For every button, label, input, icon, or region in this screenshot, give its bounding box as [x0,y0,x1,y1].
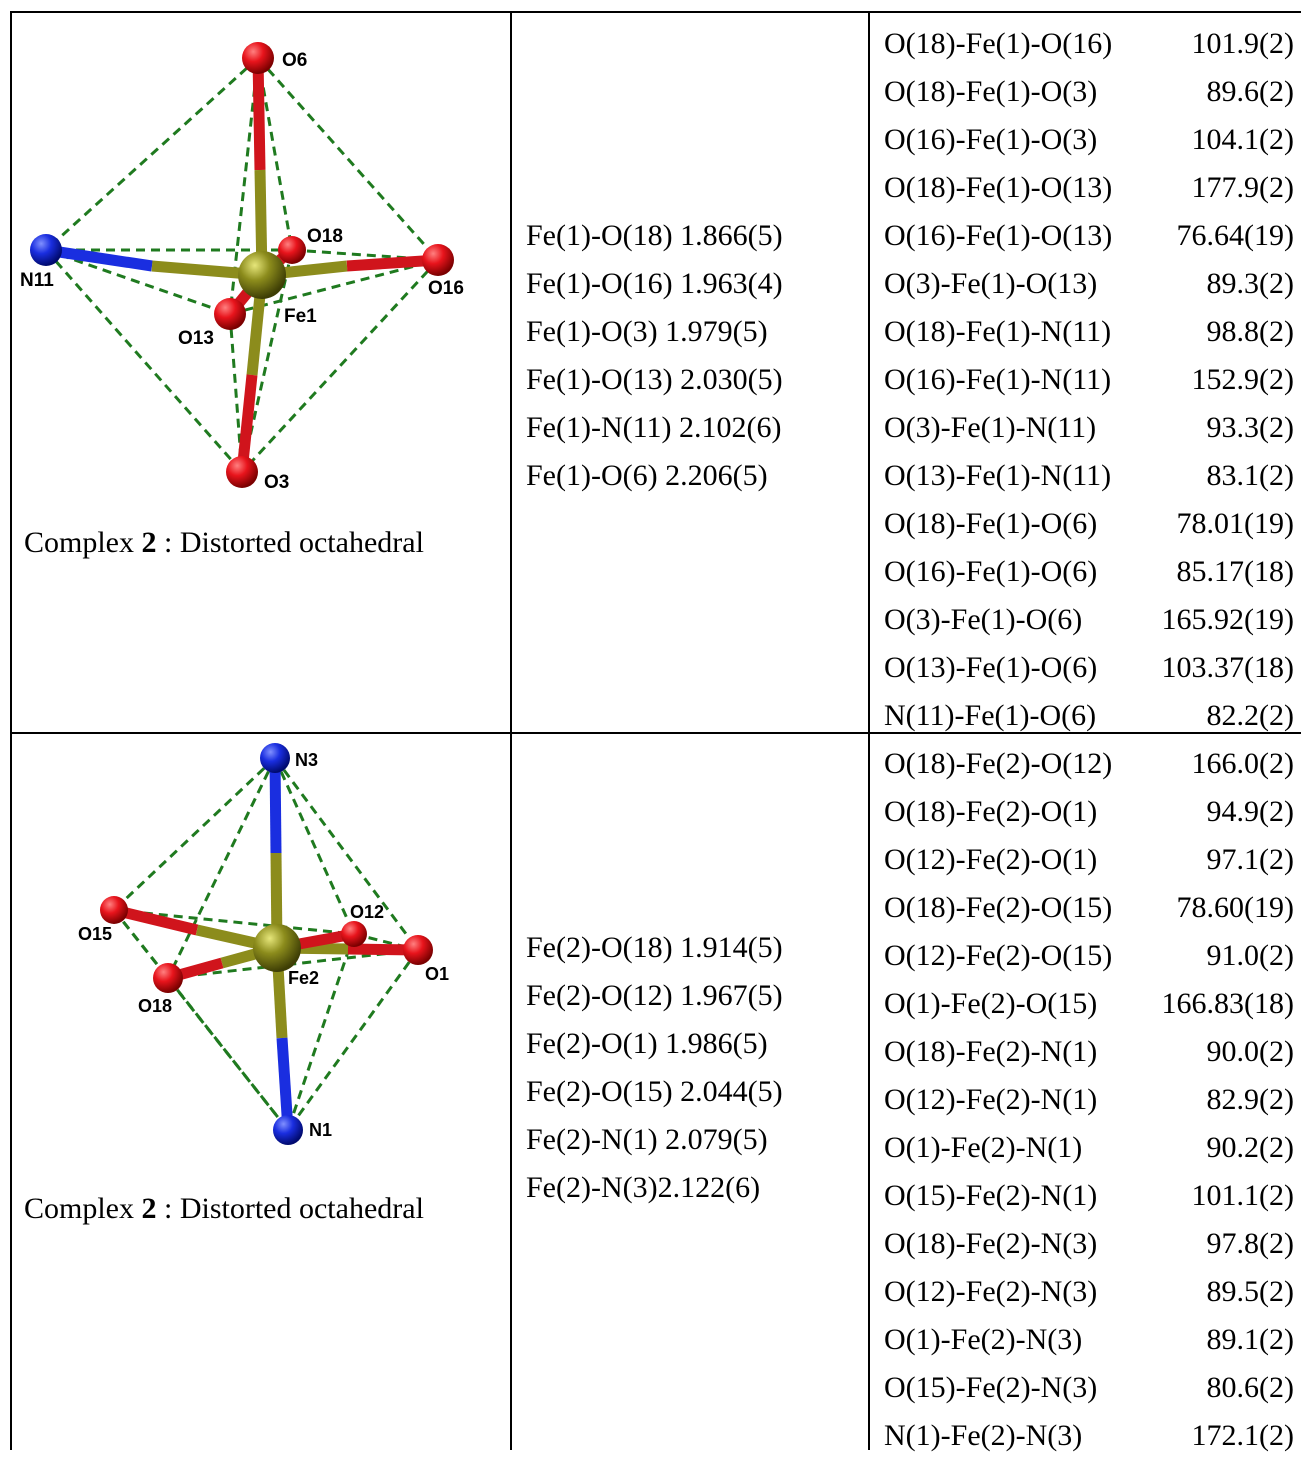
table-col-divider-2 [868,11,870,1450]
atom-label: O12 [350,902,384,922]
bond-length: Fe(1)-O(13) 2.030(5) [526,363,783,396]
angle-row: O(18)-Fe(2)-N(1) 90.0(2) [884,1035,1294,1068]
table-left-border [10,11,12,1450]
fe2-o18-atom [153,963,183,993]
bond-length: Fe(1)-O(18) 1.866(5) [526,219,783,252]
fe2-o15-atom [100,896,128,924]
angle-row: O(12)-Fe(2)-O(15) 91.0(2) [884,939,1294,972]
atom-label: N11 [20,270,54,291]
bond-length: Fe(1)-O(16) 1.963(4) [526,267,783,300]
atom-label: O6 [282,50,307,71]
angle-row: O(18)-Fe(1)-O(3) 89.6(2) [884,75,1294,108]
angle-row: O(3)-Fe(1)-N(11) 93.3(2) [884,411,1294,444]
angle-row: O(12)-Fe(2)-O(1) 97.1(2) [884,843,1294,876]
angle-row: O(16)-Fe(1)-O(6) 85.17(18) [884,555,1294,588]
fe1-o18-atom [278,236,306,264]
bond-length: Fe(2)-O(1) 1.986(5) [526,1027,768,1060]
angle-row: O(1)-Fe(2)-N(1) 90.2(2) [884,1131,1294,1164]
angle-row: O(13)-Fe(1)-O(6) 103.37(18) [884,651,1294,684]
bond-length-list: Fe(1)-O(18) 1.866(5) Fe(1)-O(16) 1.963(4… [526,212,783,500]
angle-row: O(1)-Fe(2)-N(3) 89.1(2) [884,1323,1294,1356]
fe2-fe-atom [253,924,301,972]
fe2-o12-atom [341,921,367,947]
atom-label: O18 [307,226,343,247]
angle-row: O(3)-Fe(1)-O(13) 89.3(2) [884,267,1294,300]
angle-row: O(18)-Fe(1)-O(16) 101.9(2) [884,27,1294,60]
bond-length: Fe(2)-N(1) 2.079(5) [526,1123,768,1156]
fe1-o13-atom [214,298,246,330]
atom-label: Fe1 [284,306,317,327]
atom-label: O16 [428,278,464,299]
complex-caption: Complex 2 : Distorted octahedral [24,526,424,559]
atom-label: N1 [309,1120,332,1140]
fe2-n3-atom [260,743,290,773]
angle-row: O(18)-Fe(2)-O(1) 94.9(2) [884,795,1294,828]
angle-row: O(12)-Fe(2)-N(1) 82.9(2) [884,1083,1294,1116]
angle-row: O(18)-Fe(2)-N(3) 97.8(2) [884,1227,1294,1260]
fe1-fe-atom [238,251,286,299]
angle-row: N(1)-Fe(2)-N(3) 172.1(2) [884,1419,1294,1452]
angle-row: O(15)-Fe(2)-N(1) 101.1(2) [884,1179,1294,1212]
fe1-octahedron-diagram: O6 N11 O16 O13 O18 O3 Fe1 [20,42,464,493]
bond-length: Fe(2)-O(18) 1.914(5) [526,931,783,964]
bond-angle-list: O(18)-Fe(2)-O(12) 166.0(2) O(18)-Fe(2)-O(… [871,740,1294,1460]
fe1-o3-atom [226,456,258,488]
angle-row: O(1)-Fe(2)-O(15) 166.83(18) [884,987,1294,1020]
bond-length-list: Fe(2)-O(18) 1.914(5) Fe(2)-O(12) 1.967(5… [526,924,783,1212]
table-top-border [10,11,1301,13]
angle-row: O(12)-Fe(2)-N(3) 89.5(2) [884,1275,1294,1308]
bond-length: Fe(1)-O(3) 1.979(5) [526,315,768,348]
angle-row: O(16)-Fe(1)-N(11) 152.9(2) [884,363,1294,396]
bond-length: Fe(1)-N(11) 2.102(6) [526,411,782,444]
bond-length: Fe(2)-O(12) 1.967(5) [526,979,783,1012]
fe2-octahedron-diagram: N3 O15 O1 O18 O12 N1 Fe2 [78,743,449,1145]
fe1-n11-atom [30,234,62,266]
angle-row: O(18)-Fe(2)-O(12) 166.0(2) [884,747,1294,780]
bond-angle-list: O(18)-Fe(1)-O(16) 101.9(2) O(18)-Fe(1)-O(… [871,20,1294,740]
angle-row: O(16)-Fe(1)-O(3) 104.1(2) [884,123,1294,156]
fe1-o6-atom [242,42,274,74]
angle-row: N(11)-Fe(1)-O(6) 82.2(2) [884,699,1294,732]
atom-label: O13 [178,328,214,349]
angle-row: O(16)-Fe(1)-O(13) 76.64(19) [884,219,1294,252]
angle-row: O(18)-Fe(2)-O(15) 78.60(19) [884,891,1294,924]
atom-label: Fe2 [288,968,319,988]
fe1-o16-atom [422,244,454,276]
angle-row: O(18)-Fe(1)-O(6) 78.01(19) [884,507,1294,540]
table-row-divider [10,732,1301,734]
bond-length: Fe(2)-N(3)2.122(6) [526,1171,761,1204]
atom-label: O18 [138,996,172,1016]
atom-label: O1 [425,964,449,984]
angle-row: O(18)-Fe(1)-O(13) 177.9(2) [884,171,1294,204]
angle-row: O(15)-Fe(2)-N(3) 80.6(2) [884,1371,1294,1404]
fe2-o1-atom [403,935,433,965]
bond-length: Fe(1)-O(6) 2.206(5) [526,459,768,492]
table-col-divider-1 [510,11,512,1450]
complex-caption: Complex 2 : Distorted octahedral [24,1192,424,1225]
angle-row: O(3)-Fe(1)-O(6) 165.92(19) [884,603,1294,636]
angle-row: O(18)-Fe(1)-N(11) 98.8(2) [884,315,1294,348]
fe2-n1-atom [273,1115,303,1145]
atom-label: O15 [78,924,112,944]
atom-label: N3 [295,750,318,770]
bond-length: Fe(2)-O(15) 2.044(5) [526,1075,783,1108]
angle-row: O(13)-Fe(1)-N(11) 83.1(2) [884,459,1294,492]
atom-label: O3 [264,472,289,493]
